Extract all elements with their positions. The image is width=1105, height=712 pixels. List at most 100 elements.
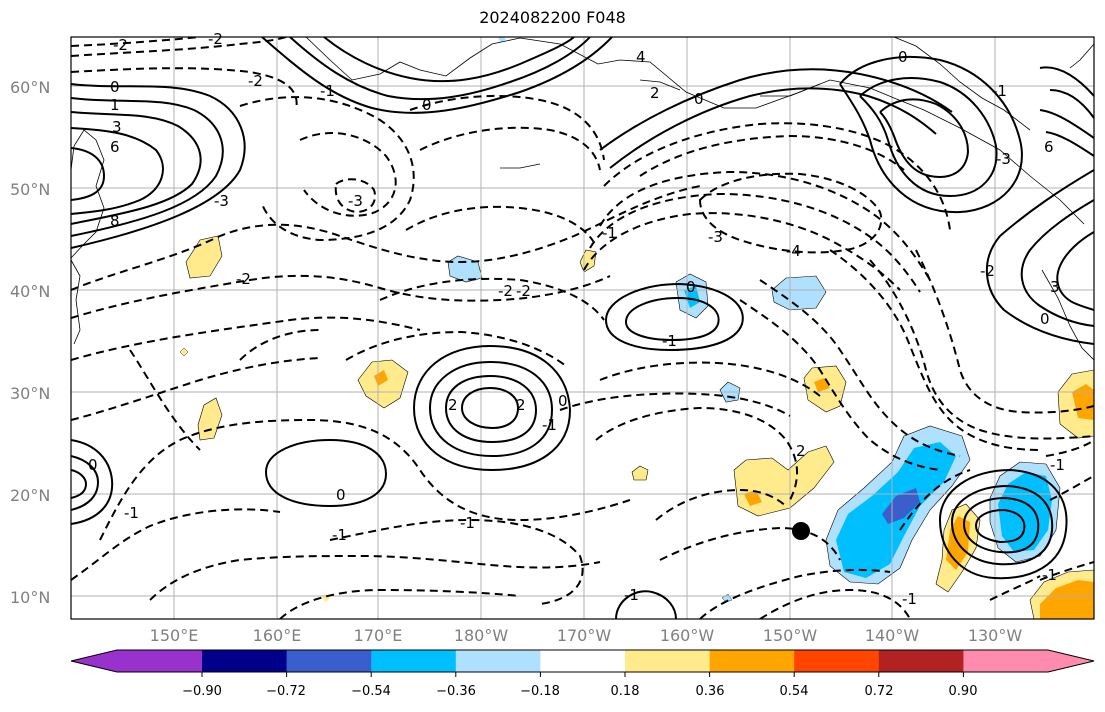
contour-label: 0 bbox=[1040, 310, 1050, 328]
coastlines bbox=[71, 37, 1094, 361]
contour-label: -1 bbox=[542, 416, 557, 434]
contour-label: -2 bbox=[248, 72, 263, 90]
colorbar-segment bbox=[878, 650, 964, 672]
map-frame bbox=[70, 36, 1095, 620]
solid-contours bbox=[71, 37, 1094, 619]
contour-label: -1 bbox=[124, 504, 139, 522]
lon-label: 160°W bbox=[659, 626, 715, 645]
lon-label: 170°E bbox=[353, 626, 403, 645]
map-title: 2024082200 F048 bbox=[479, 8, 626, 27]
positive-anomaly-patch bbox=[1072, 384, 1094, 420]
lon-label: 170°W bbox=[556, 626, 612, 645]
colorbar-tick-label: −0.54 bbox=[351, 684, 391, 699]
contour-label: -1 bbox=[992, 82, 1007, 100]
colorbar-segment bbox=[794, 650, 880, 672]
lon-label: 180°W bbox=[453, 626, 509, 645]
contour-label: 0 bbox=[694, 90, 704, 108]
contour-label: -1 bbox=[624, 586, 639, 604]
lon-label: 150°E bbox=[149, 626, 199, 645]
lon-label: 150°W bbox=[762, 626, 818, 645]
contour-label: 0 bbox=[336, 486, 346, 504]
contour-label: 0 bbox=[110, 78, 120, 96]
gridlines bbox=[71, 37, 1094, 619]
colorbar bbox=[70, 649, 1095, 677]
colorbar-tick-label: −0.18 bbox=[520, 684, 560, 699]
contour-label: -1 bbox=[320, 82, 335, 100]
colorbar-tick-label: 0.18 bbox=[610, 684, 640, 699]
contour-label: -2 bbox=[498, 282, 513, 300]
contour-label: 2 bbox=[448, 396, 458, 414]
positive-anomaly-patch bbox=[733, 445, 835, 517]
contour-label: -1 bbox=[602, 224, 617, 242]
negative-anomaly-patch bbox=[498, 37, 506, 42]
colorbar-segment bbox=[455, 650, 541, 672]
colorbar-tick-label: 0.36 bbox=[695, 684, 725, 699]
contour-label: -1 bbox=[662, 332, 677, 350]
negative-anomaly-patch bbox=[721, 593, 733, 603]
lat-label: 20°N bbox=[10, 486, 51, 505]
contour-label: 6 bbox=[110, 138, 120, 156]
colorbar-segment bbox=[625, 650, 711, 672]
contour-label: -2 bbox=[208, 30, 223, 48]
colorbar-segment bbox=[709, 650, 795, 672]
contour-label: 1 bbox=[110, 96, 120, 114]
contour-label: 0 bbox=[422, 96, 432, 114]
colorbar-segment bbox=[371, 650, 457, 672]
positive-anomaly-patch bbox=[1040, 580, 1094, 619]
contour-label: -1 bbox=[332, 526, 347, 544]
contour-label: 4 bbox=[636, 48, 646, 66]
lon-label: 160°E bbox=[252, 626, 302, 645]
storm-center-marker bbox=[792, 522, 810, 540]
positive-anomaly-patch bbox=[185, 235, 223, 279]
negative-anomaly-patch bbox=[447, 255, 483, 283]
positive-anomaly-patch bbox=[357, 359, 409, 409]
colorbar-tick-label: −0.36 bbox=[436, 684, 476, 699]
colorbar-tick-label: −0.90 bbox=[182, 684, 222, 699]
negative-anomaly-patch bbox=[771, 275, 827, 311]
lon-label: 140°W bbox=[864, 626, 920, 645]
colorbar-tick-label: 0.90 bbox=[948, 684, 978, 699]
contour-label: -3 bbox=[708, 228, 723, 246]
colorbar-segment bbox=[540, 650, 626, 672]
lat-label: 60°N bbox=[10, 78, 51, 97]
lon-label: 130°W bbox=[967, 626, 1023, 645]
colorbar-segment bbox=[202, 650, 288, 672]
colorbar-segment bbox=[286, 650, 372, 672]
colorbar-extend-min bbox=[71, 650, 202, 672]
shaded-field bbox=[179, 37, 1094, 619]
contour-label: 0 bbox=[898, 48, 908, 66]
lat-label: 30°N bbox=[10, 384, 51, 403]
positive-anomaly-patch bbox=[579, 249, 597, 273]
contour-label: -2 bbox=[236, 270, 251, 288]
positive-anomaly-patch bbox=[631, 465, 649, 481]
positive-anomaly-patch bbox=[197, 397, 223, 441]
contour-label: 0 bbox=[686, 278, 696, 296]
lat-label: 40°N bbox=[10, 282, 51, 301]
dashed-contours bbox=[71, 37, 1094, 619]
contour-label: 0 bbox=[558, 392, 568, 410]
contour-label: -1 bbox=[1050, 456, 1065, 474]
negative-anomaly-patch bbox=[684, 286, 700, 308]
colorbar-tick-label: 0.54 bbox=[779, 684, 809, 699]
colorbar-tick-label: −0.72 bbox=[266, 684, 306, 699]
colorbar-tick-label: 0.72 bbox=[864, 684, 894, 699]
contour-label: -4 bbox=[786, 242, 801, 260]
contour-label: 0 bbox=[88, 456, 98, 474]
contour-label: -1 bbox=[460, 514, 475, 532]
lat-label: 10°N bbox=[10, 588, 51, 607]
contour-label: 3 bbox=[1050, 278, 1060, 296]
contour-label: -3 bbox=[348, 192, 363, 210]
contour-label: 8 bbox=[110, 212, 120, 230]
contour-label: 2 bbox=[516, 396, 526, 414]
contour-label: -3 bbox=[996, 150, 1011, 168]
contour-label: -2 bbox=[516, 282, 531, 300]
contour-label: -3 bbox=[214, 192, 229, 210]
contour-label: 3 bbox=[112, 118, 122, 136]
contour-label: 2 bbox=[650, 84, 660, 102]
colorbar-extend-max bbox=[963, 650, 1094, 672]
contour-label: 6 bbox=[1044, 138, 1054, 156]
contour-label: -2 bbox=[113, 36, 128, 54]
contour-label: -2 bbox=[980, 262, 995, 280]
